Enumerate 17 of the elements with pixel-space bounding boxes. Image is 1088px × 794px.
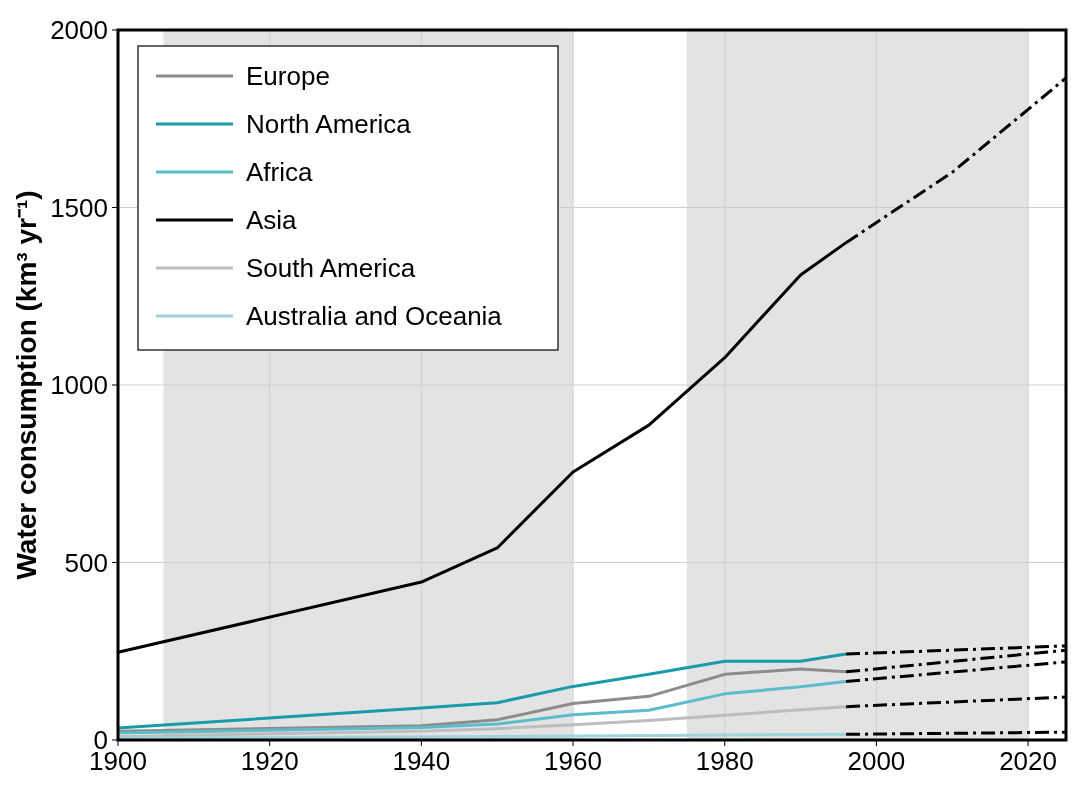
- y-tick-label: 2000: [50, 15, 108, 45]
- x-tick-label: 1980: [695, 746, 754, 776]
- y-tick-label: 1500: [50, 192, 108, 223]
- x-tick-label: 1920: [240, 746, 299, 776]
- y-tick-label: 500: [64, 547, 108, 578]
- x-tick-label: 2000: [847, 746, 906, 776]
- legend-label: South America: [246, 253, 416, 283]
- y-axis-title: Water consumption (km³ yr⁻¹): [11, 190, 42, 580]
- x-tick-label: 1960: [544, 746, 602, 776]
- x-tick-label: 2020: [999, 746, 1057, 776]
- legend-label: Africa: [246, 157, 313, 187]
- legend-label: Australia and Oceania: [246, 301, 503, 331]
- legend-label: North America: [246, 109, 412, 139]
- y-tick-label: 1000: [50, 370, 108, 400]
- legend-label: Asia: [246, 205, 298, 235]
- x-tick-label: 1940: [392, 746, 451, 776]
- legend-label: Europe: [246, 61, 330, 91]
